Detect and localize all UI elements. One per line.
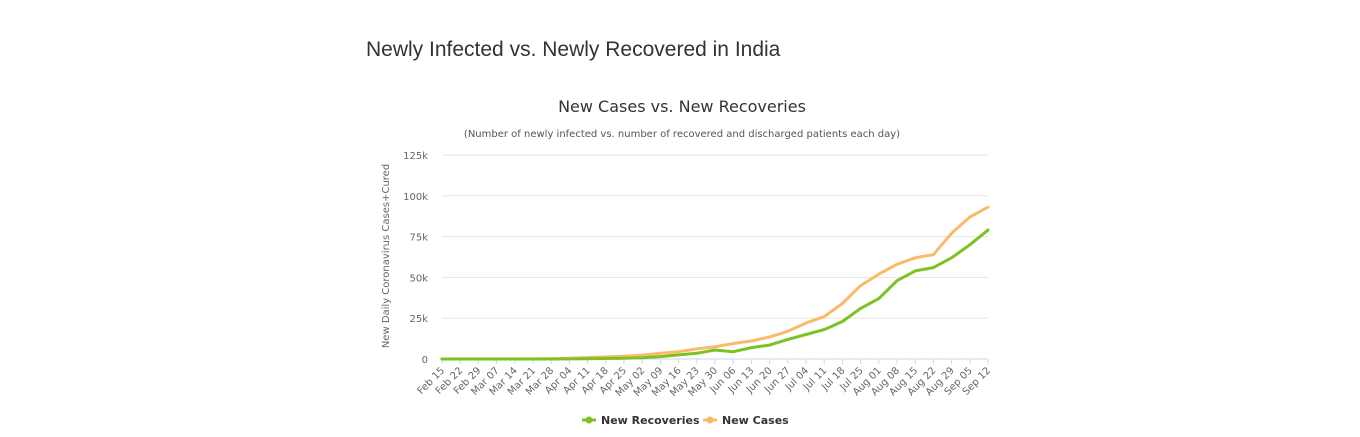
- y-tick-label: 0: [422, 355, 428, 366]
- y-tick-label: 75k: [409, 233, 428, 244]
- chart-title: New Cases vs. New Recoveries: [558, 97, 806, 116]
- y-tick-label: 100k: [403, 192, 428, 203]
- legend-item-new-recoveries[interactable]: New Recoveries: [582, 414, 700, 427]
- y-axis-label: New Daily Coronavirus Cases+Cured: [381, 164, 392, 348]
- legend-marker-new-recoveries: [585, 416, 593, 424]
- series-line-new-recoveries[interactable]: [440, 228, 990, 361]
- legend-marker-new-cases: [706, 416, 714, 424]
- legend-label-new-recoveries: New Recoveries: [601, 414, 700, 427]
- y-tick-label: 50k: [409, 273, 428, 284]
- page-heading: Newly Infected vs. Newly Recovered in In…: [366, 38, 781, 61]
- series-line-new-cases[interactable]: [440, 205, 990, 361]
- legend-label-new-cases: New Cases: [722, 414, 789, 427]
- chart-subtitle: (Number of newly infected vs. number of …: [464, 129, 900, 140]
- y-tick-label: 25k: [409, 314, 428, 325]
- legend-item-new-cases[interactable]: New Cases: [703, 414, 789, 427]
- y-tick-label: 125k: [403, 151, 428, 162]
